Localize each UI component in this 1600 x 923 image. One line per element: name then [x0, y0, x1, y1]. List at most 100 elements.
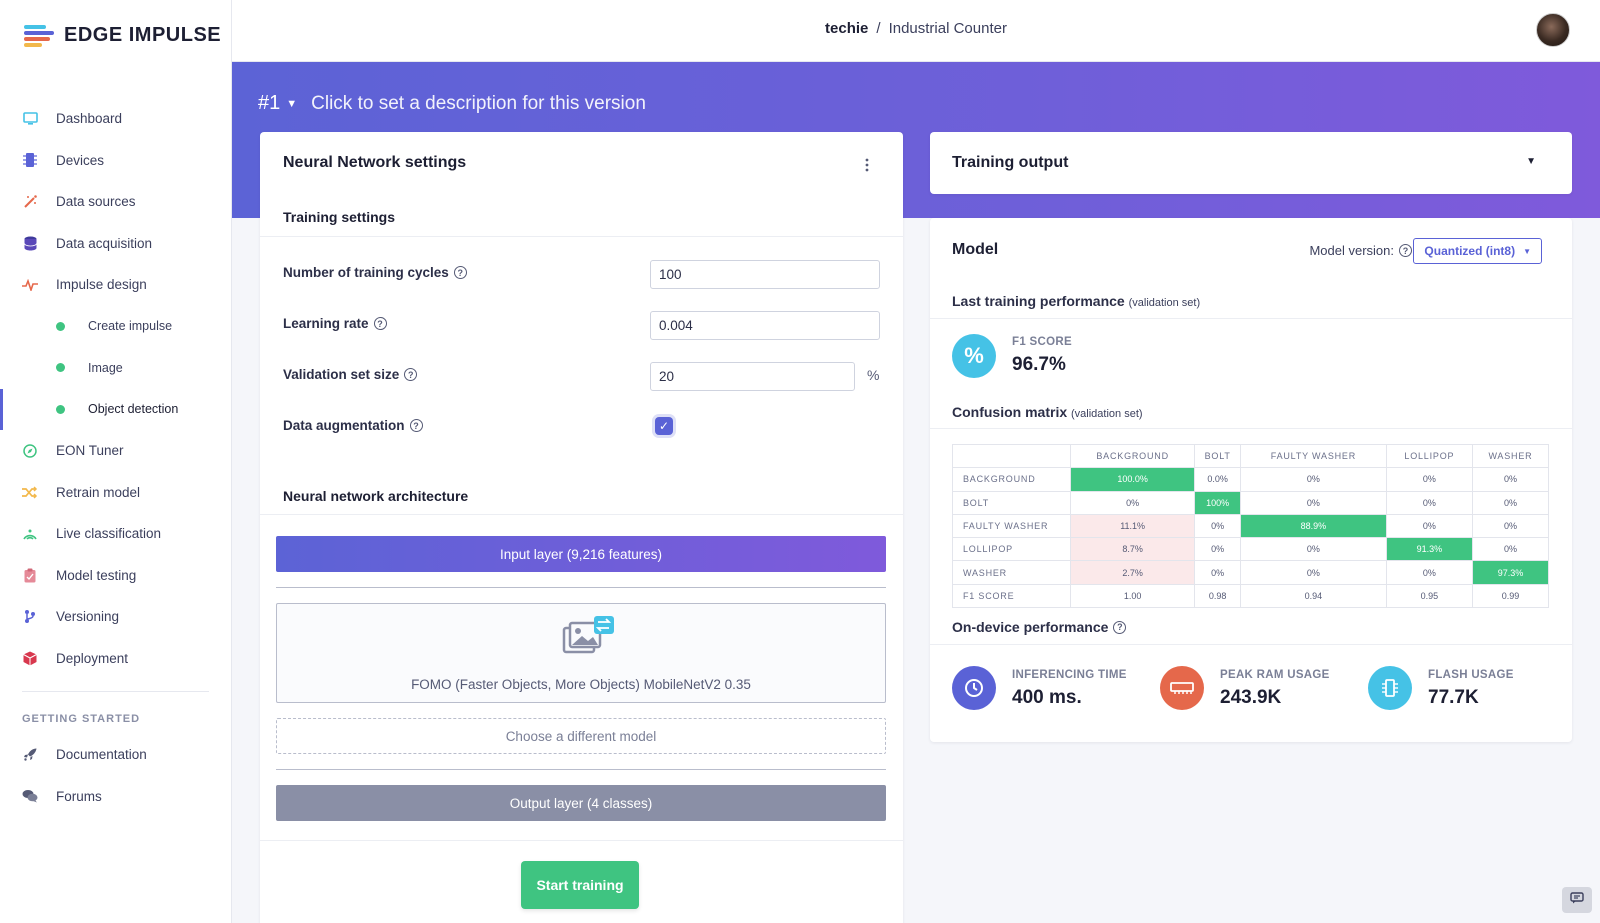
divider — [260, 236, 903, 237]
output-layer[interactable]: Output layer (4 classes) — [276, 785, 886, 821]
help-icon[interactable]: ? — [1113, 620, 1127, 634]
brand-name: EDGE IMPULSE — [64, 24, 222, 46]
sidebar-item-impulse-design[interactable]: Impulse design — [0, 264, 231, 306]
clock-icon — [952, 666, 996, 710]
sidebar-item-data-sources[interactable]: Data sources — [0, 181, 231, 223]
last-training-performance-heading: Last training performance (validation se… — [952, 293, 1200, 309]
column-header: BACKGROUND — [1069, 443, 1196, 469]
flash-chip-icon — [1368, 666, 1412, 710]
ram-icon — [1160, 666, 1204, 710]
feedback-button[interactable] — [1562, 887, 1592, 913]
sidebar-item-forums[interactable]: Forums — [0, 776, 231, 818]
model-name: FOMO (Faster Objects, More Objects) Mobi… — [411, 677, 751, 692]
sidebar-item-live-classification[interactable]: Live classification — [0, 513, 231, 555]
column-header: WASHER — [1471, 443, 1550, 469]
version-number[interactable]: #1 — [258, 92, 281, 114]
flash-usage-label: FLASH USAGE — [1428, 669, 1514, 681]
input-layer[interactable]: Input layer (9,216 features) — [276, 536, 886, 572]
training-output-card[interactable]: Training output ▼ — [930, 132, 1572, 194]
on-device-performance-heading: On-device performance? — [952, 619, 1127, 635]
logo[interactable]: EDGE IMPULSE — [24, 24, 221, 47]
table-cell: 0% — [1471, 467, 1550, 492]
table-row: FAULTY WASHER 11.1% 0% 88.9% 0% 0% — [952, 513, 1550, 539]
sidebar-item-label: EON Tuner — [56, 443, 124, 459]
avatar[interactable] — [1536, 13, 1570, 47]
divider — [260, 840, 903, 841]
sidebar-item-devices[interactable]: Devices — [0, 140, 231, 182]
table-cell: 0% — [1240, 467, 1387, 492]
table-row: WASHER 2.7% 0% 0% 0% 97.3% — [952, 560, 1550, 585]
validation-set-size-input[interactable]: 20 — [650, 362, 855, 391]
data-augmentation-checkbox[interactable]: ✓ — [655, 417, 673, 435]
table-cell: 0% — [1240, 537, 1387, 562]
help-icon[interactable]: ? — [1399, 244, 1412, 257]
caret-down-icon[interactable]: ▼ — [1526, 156, 1536, 167]
table-cell: 8.7% — [1069, 537, 1196, 562]
sidebar-item-label: Impulse design — [56, 277, 147, 293]
confusion-matrix-heading: Confusion matrix (validation set) — [952, 404, 1143, 420]
peak-ram-value: 243.9K — [1220, 687, 1282, 708]
table-cell: 0% — [1194, 537, 1241, 562]
chat-icon — [22, 788, 38, 804]
compass-icon — [22, 443, 38, 459]
table-cell: 0% — [1194, 560, 1241, 585]
caret-down-icon: ▼ — [1523, 246, 1531, 256]
sidebar-item-versioning[interactable]: Versioning — [0, 596, 231, 638]
choose-different-model-button[interactable]: Choose a different model — [276, 718, 886, 754]
help-icon[interactable]: ? — [453, 266, 467, 279]
table-cell: 0% — [1385, 490, 1473, 515]
help-icon[interactable]: ? — [409, 419, 423, 432]
sidebar-item-object-detection[interactable]: Object detection — [0, 388, 231, 431]
caret-down-icon[interactable]: ▼ — [286, 97, 298, 110]
breadcrumb-owner[interactable]: techie — [825, 20, 869, 37]
training-cycles-input[interactable]: 100 — [650, 260, 880, 289]
divider — [930, 644, 1572, 645]
table-row: LOLLIPOP 8.7% 0% 0% 91.3% 0% — [952, 537, 1550, 562]
inferencing-time-label: INFERENCING TIME — [1012, 669, 1127, 681]
inferencing-time-value: 400 ms. — [1012, 687, 1082, 708]
sidebar-item-model-testing[interactable]: Model testing — [0, 555, 231, 597]
help-icon[interactable]: ? — [373, 317, 387, 330]
version-description[interactable]: Click to set a description for this vers… — [311, 92, 646, 114]
table-cell: 100% — [1194, 490, 1241, 515]
percent-unit: % — [867, 367, 880, 383]
label-text: Number of training cycles — [283, 265, 449, 280]
sidebar-item-deployment[interactable]: Deployment — [0, 638, 231, 680]
table-cell: 0.95 — [1385, 583, 1473, 609]
status-dot-icon — [56, 404, 65, 414]
model-block[interactable]: FOMO (Faster Objects, More Objects) Mobi… — [276, 603, 886, 703]
column-header: FAULTY WASHER — [1240, 443, 1387, 469]
neural-network-settings-card: Neural Network settings Training setting… — [260, 132, 903, 923]
table-cell: 0% — [1471, 490, 1550, 515]
rocket-icon — [22, 747, 38, 763]
sidebar-item-data-acquisition[interactable]: Data acquisition — [0, 223, 231, 265]
breadcrumb-project[interactable]: Industrial Counter — [888, 20, 1007, 37]
start-training-button[interactable]: Start training — [521, 861, 639, 909]
sidebar-item-create-impulse[interactable]: Create impulse — [0, 306, 231, 348]
sidebar-item-dashboard[interactable]: Dashboard — [0, 98, 231, 140]
sidebar-item-retrain-model[interactable]: Retrain model — [0, 472, 231, 514]
row-header: BACKGROUND — [952, 467, 1071, 492]
row-header: F1 SCORE — [952, 583, 1071, 609]
learning-rate-input[interactable]: 0.004 — [650, 311, 880, 340]
table-cell: 91.3% — [1385, 537, 1473, 562]
chip-icon — [22, 152, 38, 168]
table-cell: 0.94 — [1240, 583, 1387, 609]
divider — [930, 428, 1572, 429]
feedback-chat-icon — [1570, 891, 1584, 909]
confusion-matrix-table: BACKGROUND BOLT FAULTY WASHER LOLLIPOP W… — [952, 443, 1550, 609]
sidebar-item-documentation[interactable]: Documentation — [0, 734, 231, 776]
sidebar-item-eon-tuner[interactable]: EON Tuner — [0, 430, 231, 472]
model-version-select[interactable]: Quantized (int8) ▼ — [1413, 238, 1542, 264]
connector-line — [276, 769, 886, 770]
divider — [930, 318, 1572, 319]
status-dot-icon — [56, 321, 65, 331]
kebab-menu-icon[interactable] — [865, 158, 869, 177]
help-icon[interactable]: ? — [404, 368, 418, 381]
table-cell: 0.98 — [1194, 583, 1241, 609]
row-header: BOLT — [952, 490, 1071, 515]
training-cycles-label: Number of training cycles? — [283, 265, 467, 280]
sidebar-item-image[interactable]: Image — [0, 347, 231, 389]
row-header: LOLLIPOP — [952, 537, 1071, 562]
signal-icon — [22, 526, 38, 542]
